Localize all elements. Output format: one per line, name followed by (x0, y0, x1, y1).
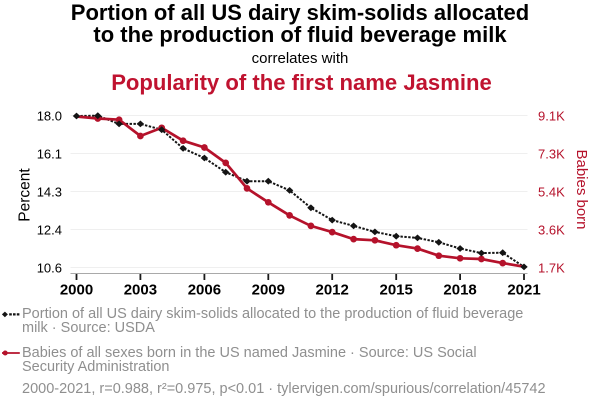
svg-text:2021: 2021 (507, 282, 540, 299)
svg-text:3.6K: 3.6K (538, 223, 565, 238)
svg-text:1.7K: 1.7K (538, 261, 565, 276)
svg-text:2003: 2003 (124, 282, 157, 299)
svg-text:9.1K: 9.1K (538, 109, 565, 124)
svg-text:18.0: 18.0 (37, 109, 62, 124)
svg-text:7.3K: 7.3K (538, 147, 565, 162)
svg-text:2015: 2015 (380, 282, 413, 299)
svg-text:2000: 2000 (60, 282, 93, 299)
svg-text:Babies born: Babies born (573, 149, 590, 229)
svg-text:12.4: 12.4 (37, 223, 62, 238)
svg-text:Percent: Percent (17, 168, 34, 222)
svg-text:16.1: 16.1 (37, 147, 62, 162)
svg-text:14.3: 14.3 (37, 185, 62, 200)
svg-text:2012: 2012 (316, 282, 349, 299)
svg-text:2006: 2006 (188, 282, 221, 299)
svg-text:2018: 2018 (443, 282, 476, 299)
svg-text:10.6: 10.6 (37, 261, 62, 276)
svg-text:2009: 2009 (252, 282, 285, 299)
svg-text:5.4K: 5.4K (538, 185, 565, 200)
